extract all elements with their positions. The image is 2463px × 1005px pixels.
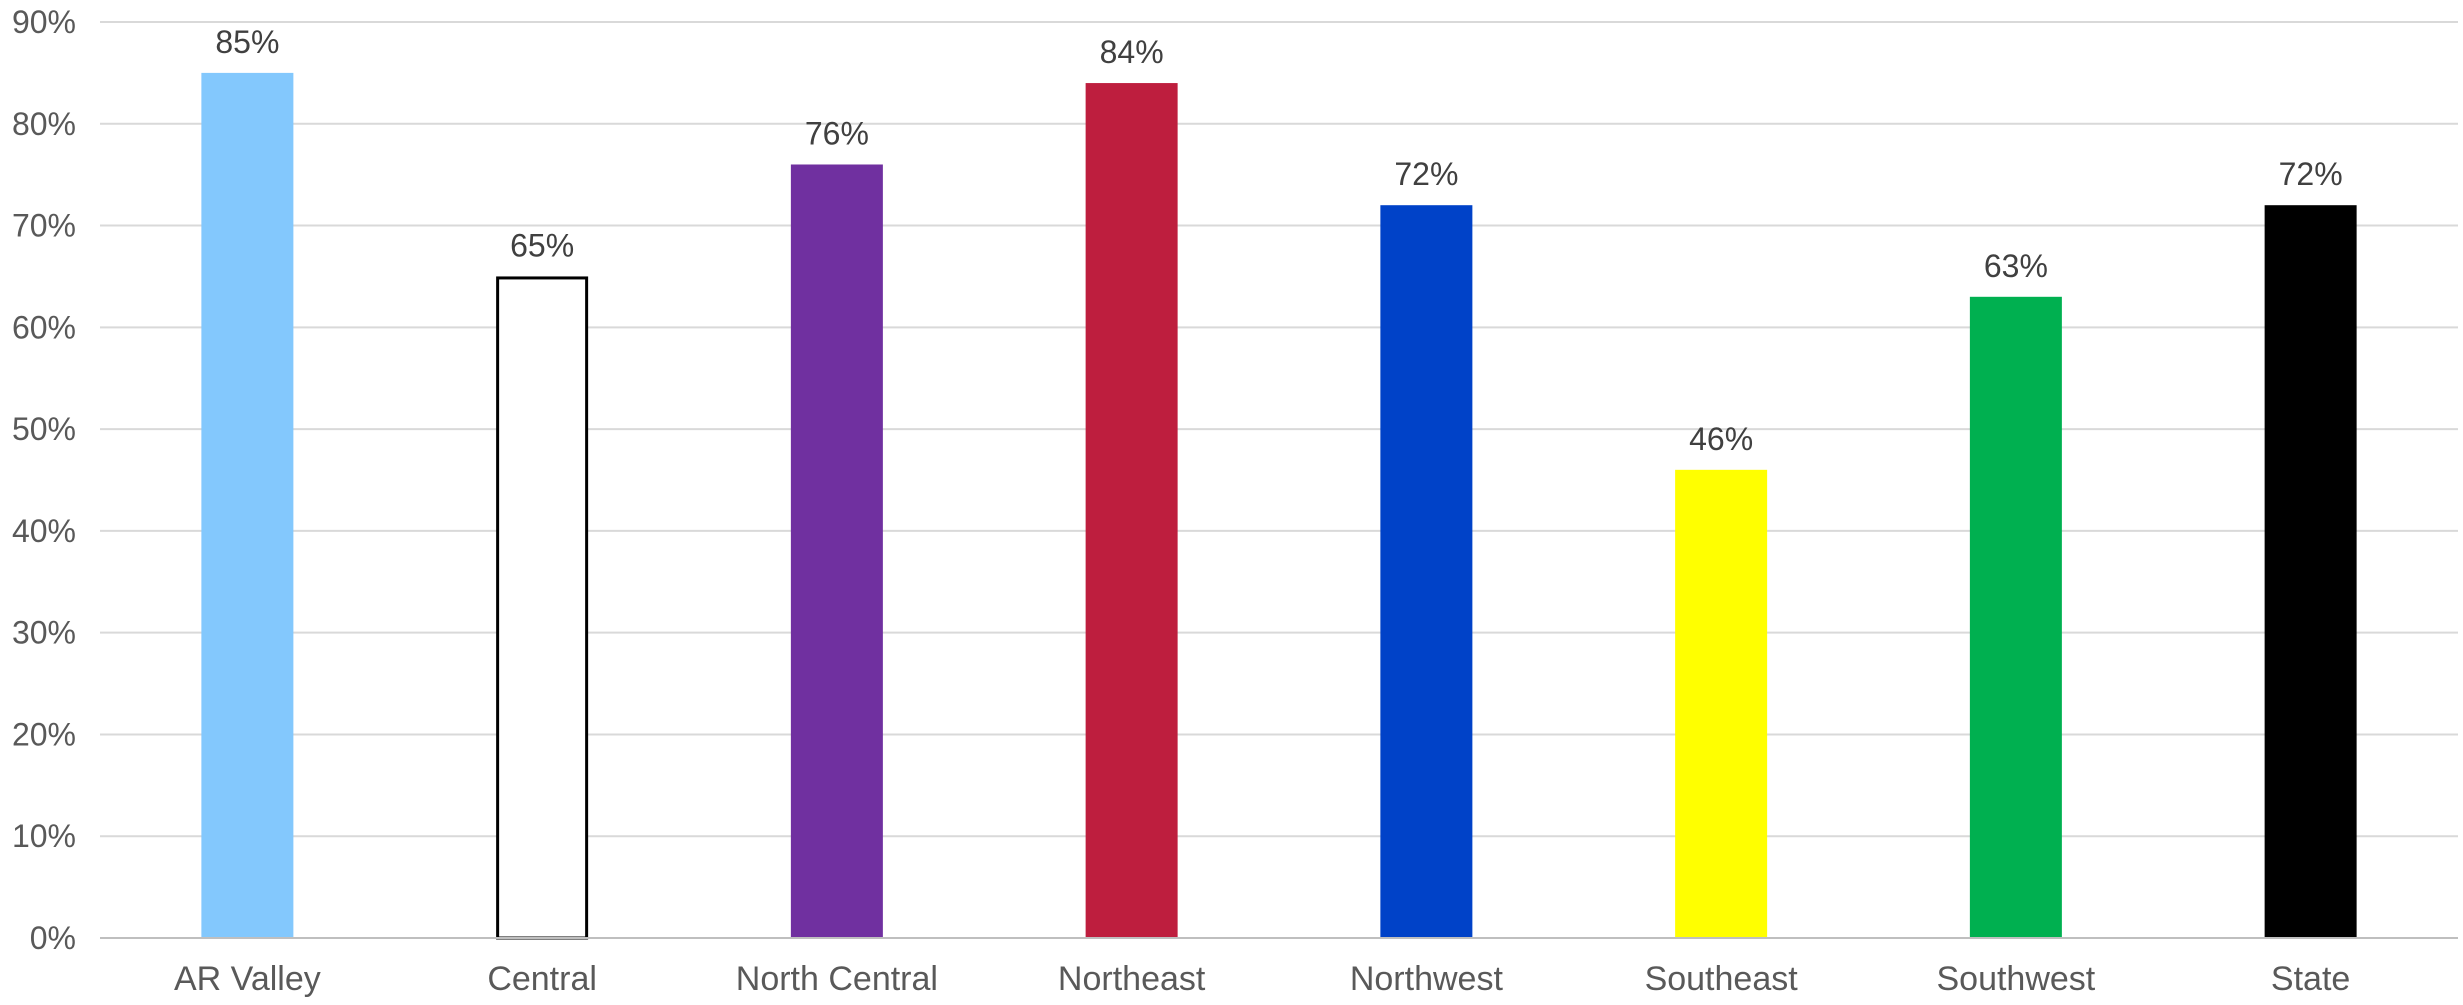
x-category-label: Northwest xyxy=(1350,960,1504,998)
y-tick-label: 80% xyxy=(12,106,76,142)
x-axis-category-labels: AR Valley Central North Central Northeast No… xyxy=(174,960,2350,998)
data-label: 72% xyxy=(2279,156,2343,192)
y-tick-label: 90% xyxy=(12,4,76,40)
data-label: 85% xyxy=(215,24,279,60)
x-category-label: Southwest xyxy=(1936,960,2095,998)
y-tick-label: 70% xyxy=(12,208,76,244)
bar xyxy=(2264,205,2357,938)
bar xyxy=(1969,296,2062,938)
data-label: 65% xyxy=(510,227,574,263)
y-tick-label: 10% xyxy=(12,818,76,854)
y-tick-label: 40% xyxy=(12,513,76,549)
y-tick-label: 30% xyxy=(12,615,76,651)
bars xyxy=(201,72,2357,940)
x-category-label: State xyxy=(2271,960,2350,998)
y-tick-label: 0% xyxy=(30,920,76,956)
data-label: 84% xyxy=(1100,34,1164,70)
y-tick-label: 20% xyxy=(12,716,76,752)
bar xyxy=(496,276,589,940)
x-category-label: Southeast xyxy=(1645,960,1799,998)
x-category-label: North Central xyxy=(736,960,938,998)
bar xyxy=(201,72,294,938)
bar xyxy=(1380,205,1473,938)
bar xyxy=(1675,469,1768,938)
y-tick-label: 60% xyxy=(12,309,76,345)
gridlines xyxy=(100,21,2458,838)
bar xyxy=(1085,83,1178,939)
x-category-label: Northeast xyxy=(1058,960,1206,998)
data-label: 76% xyxy=(805,115,869,151)
data-label: 46% xyxy=(1689,421,1753,457)
y-axis-tick-labels: 0% 10% 20% 30% 40% 50% 60% 70% 80% 90% xyxy=(12,4,76,956)
data-labels: 85% 65% 76% 84% 72% 46% 63% 72% xyxy=(215,24,2342,457)
y-tick-label: 50% xyxy=(12,411,76,447)
data-label: 63% xyxy=(1984,248,2048,284)
bar xyxy=(790,164,883,938)
x-category-label: Central xyxy=(487,960,597,998)
data-label: 72% xyxy=(1394,156,1458,192)
x-category-label: AR Valley xyxy=(174,960,321,998)
